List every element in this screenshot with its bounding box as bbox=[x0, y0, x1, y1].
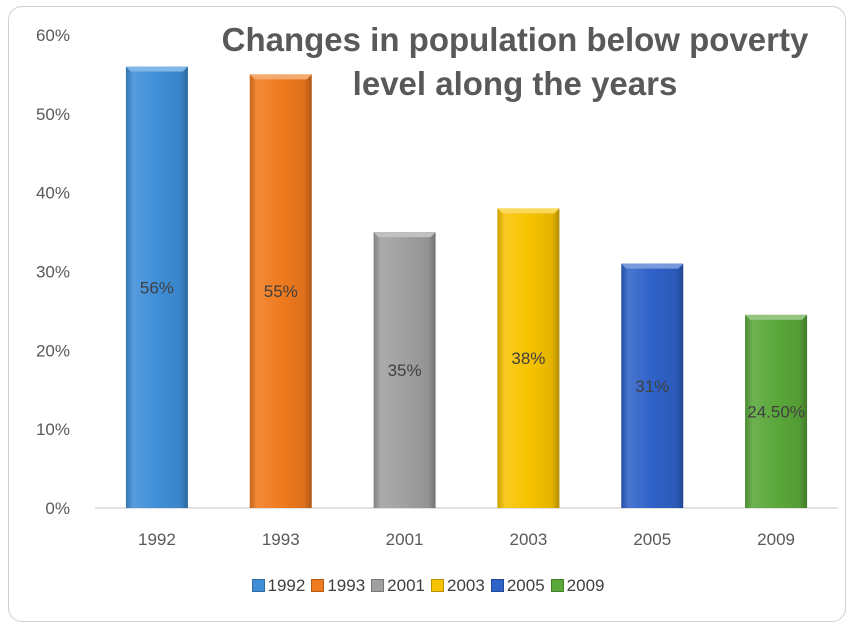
x-tick-label-1992: 1992 bbox=[138, 530, 176, 549]
y-tick-label: 60% bbox=[36, 26, 70, 45]
y-tick-label: 0% bbox=[45, 499, 70, 518]
chart-title: Changes in population below poverty leve… bbox=[180, 18, 850, 106]
legend-swatch bbox=[311, 579, 325, 592]
y-axis: 0% 10% 20% 30% 40% 50% 60% bbox=[36, 26, 70, 518]
legend-item-2009: 2009 bbox=[550, 576, 605, 596]
data-label-2005: 31% bbox=[635, 377, 669, 396]
legend-item-1992: 1992 bbox=[251, 576, 306, 596]
data-label-2003: 38% bbox=[511, 349, 545, 368]
x-tick-label-2009: 2009 bbox=[757, 530, 795, 549]
legend-label: 2001 bbox=[387, 576, 425, 595]
legend-item-1993: 1993 bbox=[311, 576, 365, 596]
x-tick-label-2003: 2003 bbox=[510, 530, 548, 549]
bar-1992 bbox=[125, 66, 188, 509]
bar-cap-2009 bbox=[745, 314, 808, 320]
x-tick-label-2005: 2005 bbox=[633, 530, 671, 549]
x-axis: 1992 1993 2001 2003 2005 2009 bbox=[95, 507, 838, 549]
y-tick-label: 40% bbox=[36, 184, 70, 203]
bar-2003 bbox=[497, 208, 560, 508]
legend-swatch bbox=[490, 579, 504, 592]
bar-2009 bbox=[745, 314, 808, 508]
y-tick-label: 30% bbox=[36, 263, 70, 282]
x-tick-label-1993: 1993 bbox=[262, 530, 300, 549]
bars bbox=[125, 66, 808, 509]
bar-cap-2001 bbox=[373, 232, 436, 238]
legend-item-2003: 2003 bbox=[431, 576, 485, 596]
data-labels: 56% 55% 35% 38% 31% 24.50% bbox=[140, 278, 805, 421]
y-tick-label: 10% bbox=[36, 420, 70, 439]
legend-swatch bbox=[251, 579, 265, 592]
data-label-1993: 55% bbox=[264, 282, 298, 301]
data-label-1992: 56% bbox=[140, 278, 174, 297]
legend-swatch bbox=[550, 579, 564, 592]
bar-cap-1993 bbox=[249, 74, 312, 80]
bar-2001 bbox=[373, 232, 436, 509]
legend-swatch bbox=[431, 579, 444, 592]
data-label-2001: 35% bbox=[388, 361, 422, 380]
y-tick-label: 20% bbox=[36, 341, 70, 360]
bar-cap-2005 bbox=[621, 263, 684, 269]
bar-cap-1992 bbox=[125, 66, 188, 72]
legend-swatch bbox=[371, 579, 385, 592]
bar-cap-2003 bbox=[497, 208, 560, 214]
legend-label: 1993 bbox=[327, 576, 366, 595]
legend-item-2001: 2001 bbox=[371, 576, 425, 596]
chart-legend: 1992 1993 2001 2003 2005 2009 bbox=[0, 576, 856, 596]
legend-label: 2003 bbox=[447, 576, 485, 595]
y-tick-label: 50% bbox=[36, 105, 70, 124]
bar-1993 bbox=[249, 74, 312, 509]
legend-label: 1992 bbox=[267, 576, 306, 595]
chart-title-line-1: Changes in population below poverty bbox=[221, 21, 809, 58]
x-tick-label-2001: 2001 bbox=[386, 530, 424, 549]
data-label-2009: 24.50% bbox=[747, 402, 805, 421]
chart-title-line-2: level along the years bbox=[352, 65, 678, 102]
legend-label: 2005 bbox=[506, 576, 545, 595]
bar-2005 bbox=[621, 263, 684, 508]
legend-label: 2009 bbox=[566, 576, 605, 595]
legend-item-2005: 2005 bbox=[490, 576, 545, 596]
